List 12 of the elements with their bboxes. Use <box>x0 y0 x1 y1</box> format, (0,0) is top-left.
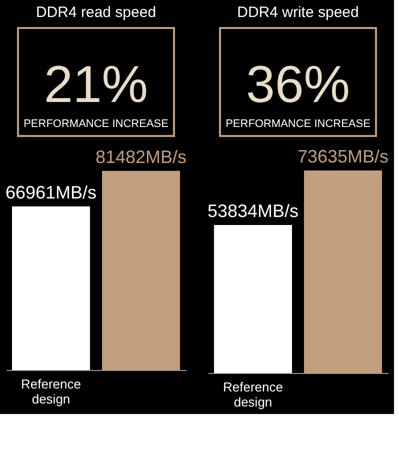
data-label: 73635MB/s <box>297 146 389 167</box>
data-label: 53834MB/s <box>207 200 299 221</box>
chart-title: DDR4 write speed <box>237 4 359 21</box>
data-label: 81482MB/s <box>95 146 187 167</box>
text: PERFORMANCE INCREASE <box>24 118 168 130</box>
x-tick-label: Reference design <box>223 380 283 410</box>
x-tick-label: Reference design <box>21 376 81 406</box>
text: PERFORMANCE INCREASE <box>226 118 370 130</box>
text: 36% <box>246 56 350 114</box>
text: 21% <box>44 56 148 114</box>
chart-title: DDR4 read speed <box>36 4 156 21</box>
data-label: 66961MB/s <box>5 182 97 202</box>
